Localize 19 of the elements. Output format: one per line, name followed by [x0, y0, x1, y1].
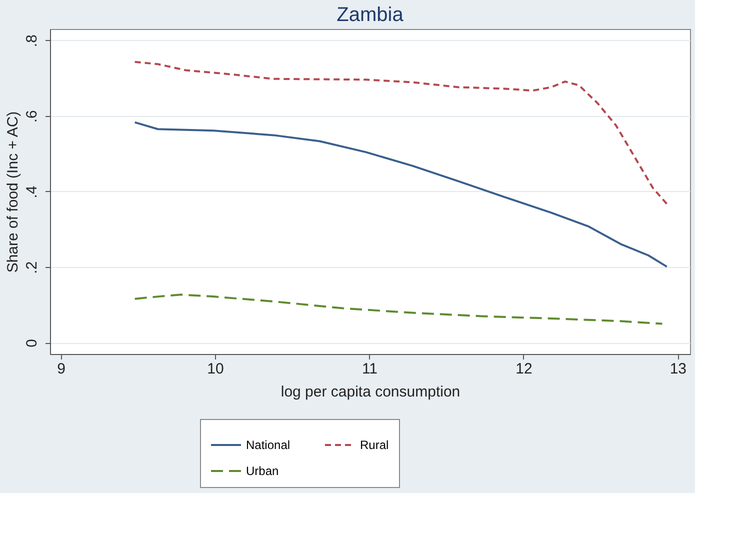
y-tick-label: .8: [24, 34, 40, 48]
x-tick-label: 9: [57, 360, 66, 378]
legend-label: National: [246, 438, 290, 452]
x-tick-label: 10: [207, 360, 224, 378]
x-tick-label: 12: [516, 360, 532, 378]
legend-label: Rural: [360, 438, 389, 452]
x-tick-label: 11: [362, 360, 378, 378]
y-tick-label: 0: [24, 338, 40, 348]
line-series: [134, 121, 668, 268]
x-axis-title: log per capita consumption: [280, 384, 460, 400]
chart-title: Zambia: [336, 4, 404, 26]
y-tick-label: .2: [24, 261, 40, 274]
y-tick-label: .6: [24, 110, 40, 123]
y-tick-label: .4: [24, 186, 40, 198]
line-series: [134, 60, 668, 205]
line-series: [134, 294, 664, 325]
y-axis-title: Share of food (Inc + AC): [4, 111, 22, 273]
legend-label: Urban: [246, 464, 279, 478]
x-tick-label: 13: [670, 360, 687, 378]
